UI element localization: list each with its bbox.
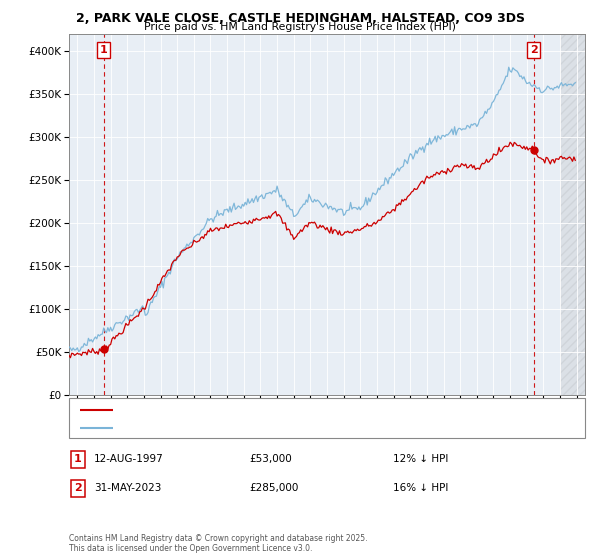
Text: HPI: Average price, semi-detached house, Braintree: HPI: Average price, semi-detached house,… xyxy=(119,423,337,432)
Text: 16% ↓ HPI: 16% ↓ HPI xyxy=(393,483,448,493)
Text: Price paid vs. HM Land Registry's House Price Index (HPI): Price paid vs. HM Land Registry's House … xyxy=(144,22,456,32)
Text: £53,000: £53,000 xyxy=(249,454,292,464)
Text: 2: 2 xyxy=(74,483,82,493)
Text: 2: 2 xyxy=(530,45,538,55)
Text: 1: 1 xyxy=(74,454,82,464)
Text: 1: 1 xyxy=(100,45,107,55)
Text: 12% ↓ HPI: 12% ↓ HPI xyxy=(393,454,448,464)
Text: £285,000: £285,000 xyxy=(249,483,298,493)
Text: 2, PARK VALE CLOSE, CASTLE HEDINGHAM, HALSTEAD, CO9 3DS: 2, PARK VALE CLOSE, CASTLE HEDINGHAM, HA… xyxy=(76,12,524,25)
Text: 12-AUG-1997: 12-AUG-1997 xyxy=(94,454,164,464)
Text: 31-MAY-2023: 31-MAY-2023 xyxy=(94,483,161,493)
Text: Contains HM Land Registry data © Crown copyright and database right 2025.
This d: Contains HM Land Registry data © Crown c… xyxy=(69,534,367,553)
Text: 2, PARK VALE CLOSE, CASTLE HEDINGHAM, HALSTEAD, CO9 3DS (semi-detached house): 2, PARK VALE CLOSE, CASTLE HEDINGHAM, HA… xyxy=(119,405,490,414)
Bar xyxy=(560,34,585,395)
